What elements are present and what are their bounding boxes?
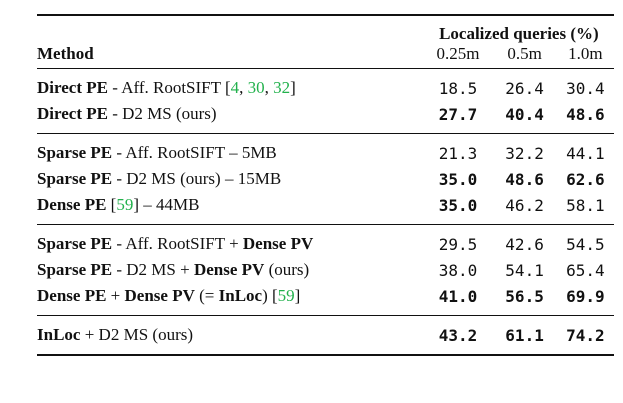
value-cell: 74.2: [556, 315, 614, 356]
table-row: Direct PE - D2 MS (ours) 27.7 40.4 48.6: [37, 101, 614, 134]
method-text: Sparse PE: [37, 260, 113, 279]
method-text: - Aff. RootSIFT – 5MB: [112, 143, 277, 162]
method-cell: Sparse PE - Aff. RootSIFT + Dense PV: [37, 224, 424, 257]
method-text: InLoc: [37, 325, 81, 344]
value-cell: 58.1: [566, 195, 605, 215]
value-cell: 26.4: [492, 68, 557, 101]
method-text: Dense PV: [242, 234, 314, 253]
method-text: [: [106, 195, 117, 214]
method-text: - Aff. RootSIFT [: [107, 78, 231, 97]
method-text: Dense PV: [193, 260, 265, 279]
method-text: Direct PE: [37, 78, 108, 97]
method-text: Sparse PE: [37, 234, 113, 253]
value-cell: 69.9: [566, 286, 605, 306]
method-cell: Sparse PE - D2 MS + Dense PV (ours): [37, 257, 424, 283]
method-text: Sparse PE: [37, 169, 113, 188]
value-cell: 44.1: [556, 133, 614, 166]
value-cell: 29.5: [423, 224, 493, 257]
value-cell: 40.4: [505, 104, 544, 124]
method-cell: Direct PE - D2 MS (ours): [37, 101, 424, 134]
method-text: - D2 MS (ours): [107, 104, 217, 123]
value-cell: 56.5: [505, 286, 544, 306]
method-text: Direct PE: [37, 104, 108, 123]
value-cell: 54.1: [505, 260, 544, 280]
table-row: Sparse PE - D2 MS (ours) – 15MB 35.0 48.6 6…: [37, 166, 614, 192]
citation-ref[interactable]: 59: [277, 286, 295, 305]
value-cell: 30.4: [556, 68, 614, 101]
citation-ref[interactable]: 30: [247, 78, 265, 97]
group-header: Localized queries (%): [423, 14, 614, 44]
method-text: ,: [264, 78, 274, 97]
table-row: Sparse PE - Aff. RootSIFT + Dense PV 29.5…: [37, 224, 614, 257]
column-header-0-5m: 0.5m: [507, 44, 542, 63]
method-text: - D2 MS (ours) – 15MB: [112, 169, 282, 188]
method-cell: Direct PE - Aff. RootSIFT [4, 30, 32]: [37, 68, 424, 101]
method-text: + D2 MS (ours): [80, 325, 194, 344]
value-cell: 35.0: [438, 195, 478, 215]
method-text: ) [: [262, 286, 278, 305]
method-text: ]: [294, 286, 301, 305]
header-row-2: Method 0.25m 0.5m 1.0m: [37, 44, 614, 69]
table-row: Dense PE [59] – 44MB 35.0 46.2 58.1: [37, 192, 614, 225]
header-empty-cell: [37, 14, 424, 44]
column-header-0-25m: 0.25m: [436, 44, 480, 63]
header-row-1: Localized queries (%): [37, 14, 614, 44]
method-text: - D2 MS +: [112, 260, 194, 279]
method-text: ] – 44MB: [133, 195, 200, 214]
value-cell: 35.0: [438, 169, 478, 189]
table-row: Sparse PE - D2 MS + Dense PV (ours) 38.0 5…: [37, 257, 614, 283]
value-cell: 48.6: [566, 104, 605, 124]
table-row: Sparse PE - Aff. RootSIFT – 5MB 21.3 32.2 4…: [37, 133, 614, 166]
value-cell: 27.7: [438, 104, 478, 124]
method-cell: Sparse PE - Aff. RootSIFT – 5MB: [37, 133, 424, 166]
table-row: Direct PE - Aff. RootSIFT [4, 30, 32] 18.…: [37, 68, 614, 101]
method-column-header: Method: [37, 44, 94, 63]
value-cell: 38.0: [438, 260, 478, 280]
value-cell: 62.6: [566, 169, 605, 189]
method-text: Dense PE: [37, 286, 107, 305]
column-header-1-0m: 1.0m: [568, 44, 603, 63]
results-table: Localized queries (%) Method 0.25m 0.5m …: [37, 14, 614, 356]
value-cell: 18.5: [423, 68, 493, 101]
value-cell: 65.4: [566, 260, 605, 280]
value-cell: 42.6: [492, 224, 557, 257]
value-cell: 32.2: [492, 133, 557, 166]
method-cell: InLoc + D2 MS (ours): [37, 315, 424, 356]
value-cell: 21.3: [423, 133, 493, 166]
method-cell: Dense PE [59] – 44MB: [37, 192, 424, 225]
table-row: Dense PE + Dense PV (= InLoc) [59] 41.0 56…: [37, 283, 614, 316]
method-cell: Sparse PE - D2 MS (ours) – 15MB: [37, 166, 424, 192]
value-cell: 54.5: [556, 224, 614, 257]
value-cell: 46.2: [505, 195, 544, 215]
method-text: +: [106, 286, 125, 305]
method-text: ,: [239, 78, 248, 97]
method-text: InLoc: [218, 286, 263, 305]
method-text: - Aff. RootSIFT +: [112, 234, 243, 253]
value-cell: 48.6: [505, 169, 544, 189]
value-cell: 43.2: [423, 315, 493, 356]
method-text: Dense PV: [124, 286, 195, 305]
table-row: InLoc + D2 MS (ours) 43.2 61.1 74.2: [37, 315, 614, 356]
citation-ref[interactable]: 59: [116, 195, 134, 214]
method-text: (=: [194, 286, 219, 305]
citation-ref[interactable]: 32: [273, 78, 291, 97]
method-text: ]: [290, 78, 296, 97]
method-cell: Dense PE + Dense PV (= InLoc) [59]: [37, 283, 424, 316]
results-body: Direct PE - Aff. RootSIFT [4, 30, 32] 18.…: [37, 68, 614, 356]
citation-ref[interactable]: 4: [230, 78, 240, 97]
method-text: Sparse PE: [37, 143, 113, 162]
method-text: (ours): [264, 260, 310, 279]
value-cell: 61.1: [492, 315, 557, 356]
results-table-container: Localized queries (%) Method 0.25m 0.5m …: [37, 14, 614, 356]
value-cell: 41.0: [438, 286, 478, 306]
method-text: Dense PE: [37, 195, 107, 214]
